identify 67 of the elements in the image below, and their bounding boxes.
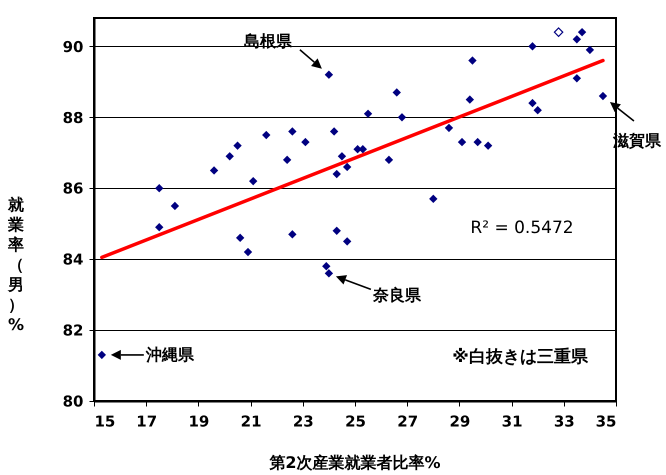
y-tick-label: 82 [62,322,84,340]
point [332,170,341,178]
point [155,184,164,192]
point [324,269,334,278]
point [262,130,270,140]
point [249,176,258,186]
point [244,248,252,256]
point [484,141,492,150]
x-axis-title: 第2次産業就業者比率% [268,453,441,472]
x-tick-label: 17 [136,412,158,430]
annotation: R² = 0.5472 [470,218,574,238]
point [288,127,297,136]
point [233,141,242,150]
point [338,152,346,160]
annotation: 沖縄県 [144,344,195,364]
point [392,88,401,97]
point [330,127,338,136]
point [586,46,594,54]
x-tick-label: 35 [596,412,616,430]
point [528,42,537,51]
point [342,162,352,172]
x-tick-label: 29 [449,412,470,430]
point [429,194,438,204]
y-axis-title: 就業率（男）% [7,195,24,334]
point [170,202,180,210]
x-tick-label: 19 [188,412,210,430]
point [444,124,454,132]
point [473,138,482,146]
point [155,223,164,232]
point [364,110,372,118]
point [528,98,537,108]
y-tick-label: 80 [62,392,84,410]
point [342,237,352,246]
annotation: 奈良県 [372,285,422,304]
x-tick-label: 27 [397,412,418,430]
point [332,226,341,235]
point [554,27,564,37]
point [572,74,582,82]
point [288,230,297,239]
y-tick-label: 90 [62,38,84,56]
x-tick-label: 25 [345,412,366,430]
point [398,113,406,122]
point [598,92,608,100]
y-tick-label: 88 [62,108,84,127]
point [322,262,330,270]
point [98,350,106,360]
point [466,95,474,104]
annotation: ※白抜きは三重県 [452,347,589,367]
point [572,35,582,44]
point [534,106,542,114]
point [468,56,477,65]
x-tick-label: 23 [292,412,314,430]
point [226,152,234,160]
point [384,156,394,164]
y-tick-label: 86 [62,180,84,198]
point [282,156,292,164]
point [458,138,466,146]
y-tick-label: 84 [62,250,84,269]
point [236,234,244,242]
x-tick-label: 15 [94,412,116,430]
point [578,28,586,36]
point [210,166,218,175]
x-tick-label: 31 [502,412,523,430]
x-tick-label: 21 [240,412,262,430]
point [324,70,334,79]
x-tick-label: 33 [554,412,575,430]
point [301,138,310,146]
